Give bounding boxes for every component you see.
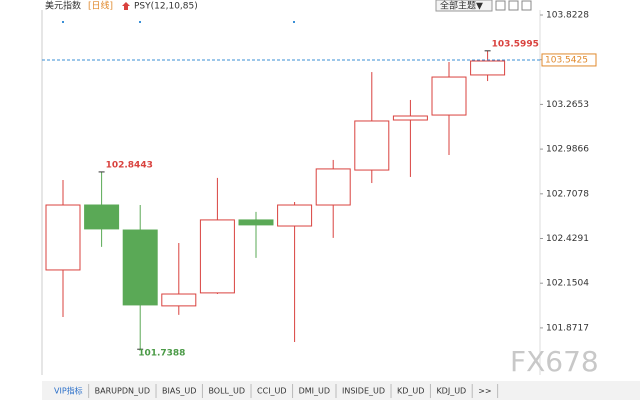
y-tick-label: 102.7078 [546,189,589,199]
theme-button[interactable] [435,0,493,12]
indicator: PSY(12,10,85) [134,2,198,12]
watermark: FX678 [510,345,599,378]
y-tick-label: 103.2653 [546,100,589,110]
indicator-tab[interactable]: INSIDE_UD [342,387,385,396]
candle-body [122,229,158,306]
psy-icon [122,2,130,10]
indicator-tab[interactable]: CCI_UD [257,387,287,396]
candle-body [315,168,351,206]
y-tick-label: 102.9866 [546,145,589,155]
icon-button[interactable] [495,0,506,11]
title: 美元指数 [45,0,81,12]
period: [日线] [88,0,113,12]
psy-dot [293,21,295,23]
y-tick-label: 102.4291 [546,234,589,244]
indicator-tab[interactable]: BOLL_UD [208,387,245,396]
indicator-tab[interactable]: BIAS_UD [162,387,196,396]
psy-dot [139,21,141,23]
indicator-tab[interactable]: KD_UD [397,387,424,396]
low-label: 101.7388 [138,349,185,359]
psy-dot [62,21,64,23]
candle-body [45,204,81,271]
candle-body [199,219,235,294]
indicator-tab[interactable]: KDJ_UD [436,387,466,396]
y-tick-label: 102.1504 [546,279,589,289]
candle-body [431,76,467,116]
indicator-tab[interactable]: DMI_UD [299,387,330,396]
candle-body [354,120,390,171]
high-label: 102.8443 [106,160,153,170]
icon-button[interactable] [508,0,519,11]
theme-button-label[interactable]: 全部主题▼ [440,0,483,12]
indicator-tab[interactable]: BARUPDN_UD [95,387,150,396]
indicator-tab[interactable]: >> [478,387,491,396]
icon-button[interactable] [521,0,532,11]
candle-body [161,293,197,307]
toolbar [42,381,640,400]
indicator-tab[interactable]: VIP指标 [54,386,83,396]
candle-body [238,219,274,226]
last-price-label: 103.5425 [545,55,588,65]
high-label: 103.5995 [492,39,539,49]
y-tick-label: 101.8717 [546,323,589,333]
y-tick-label: 103.8228 [546,11,589,21]
candle-body [470,60,506,76]
candle-body [277,204,313,227]
last-price-box [541,53,597,67]
candle-body [392,115,428,121]
candle-body [84,204,120,230]
